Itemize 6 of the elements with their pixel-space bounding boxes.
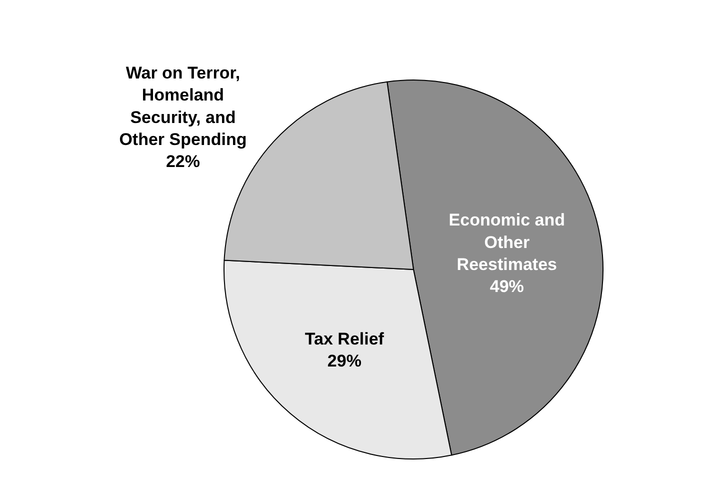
slice-label: Economic and Other Reestimates xyxy=(448,210,565,274)
slice-label: Tax Relief xyxy=(304,329,384,348)
data-label: 29% xyxy=(327,351,362,370)
data-label: 22% xyxy=(166,152,200,172)
slice-label: War on Terror, Homeland Security, and Other Spending xyxy=(119,64,247,149)
data-label: 49% xyxy=(490,277,524,296)
